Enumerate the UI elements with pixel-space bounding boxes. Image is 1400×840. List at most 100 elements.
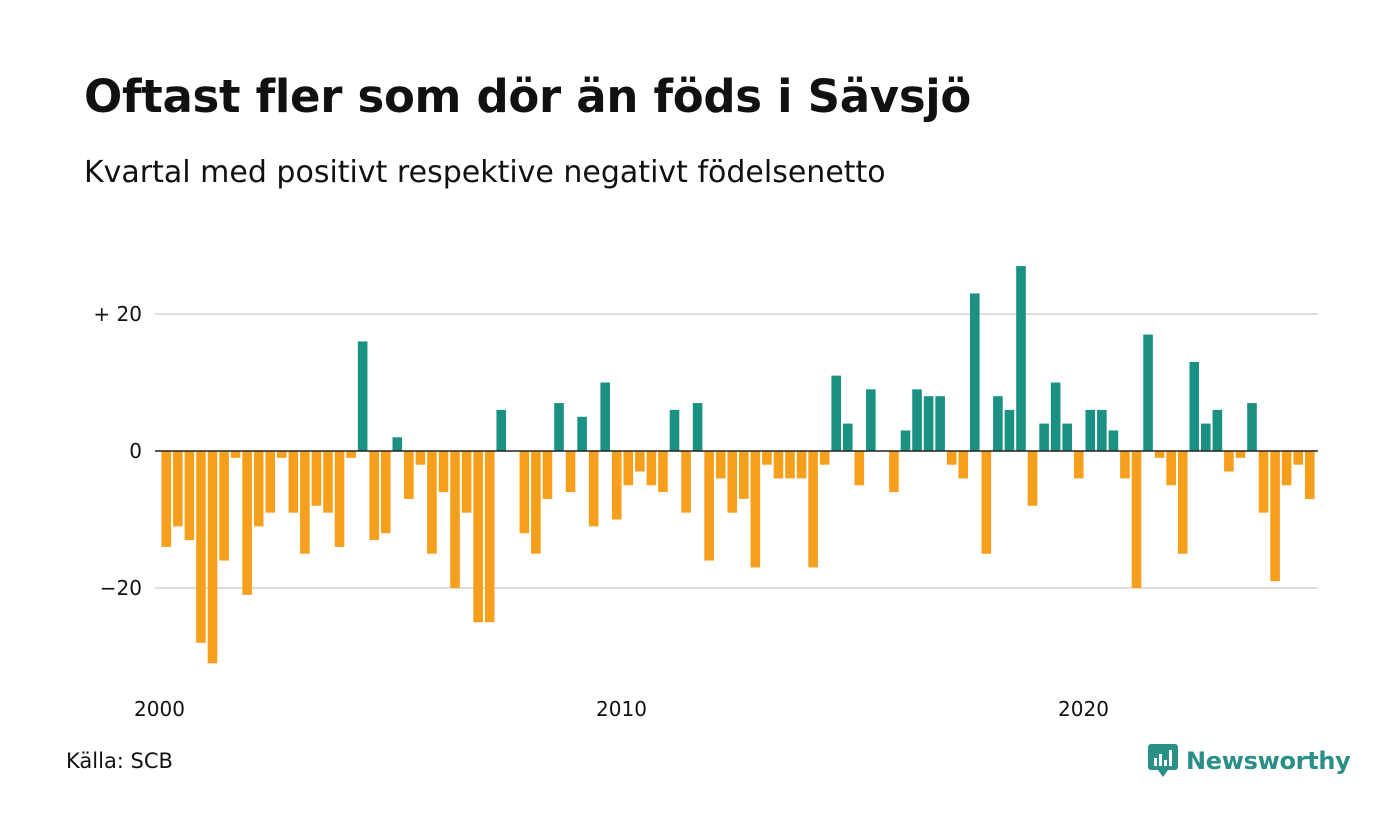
source-note: Källa: SCB: [66, 749, 173, 773]
bar: [715, 451, 726, 479]
brand-logo[interactable]: Newsworthy: [1148, 744, 1351, 778]
bar: [357, 341, 368, 451]
bar: [819, 451, 830, 465]
bar: [727, 451, 738, 513]
bar: [427, 451, 437, 554]
bar: [635, 451, 645, 472]
bar: [323, 451, 333, 513]
bar: [646, 451, 657, 486]
bar: [565, 451, 576, 493]
bar: [311, 451, 322, 506]
bar: [184, 451, 195, 541]
gridlines: [155, 313, 1318, 589]
bar: [739, 451, 749, 499]
x-tick-label: 2010: [596, 697, 647, 721]
bar: [692, 403, 703, 451]
bar: [831, 375, 841, 451]
bar: [461, 451, 472, 513]
bar: [404, 451, 414, 499]
bar: [253, 451, 264, 527]
bar: [704, 451, 714, 561]
bar: [588, 451, 599, 527]
bar: [265, 451, 276, 513]
bar: [866, 389, 876, 451]
bar: [600, 382, 610, 451]
bar: [173, 451, 183, 527]
bar: [796, 451, 807, 479]
bar: [450, 451, 460, 588]
bar: [519, 451, 530, 534]
chart-title: Oftast fler som dör än föds i Sävsjö: [84, 70, 972, 123]
bar: [438, 451, 449, 493]
bar: [923, 396, 934, 451]
bar: [415, 451, 426, 465]
bar: [496, 409, 507, 451]
bar: [1143, 334, 1153, 451]
bar: [531, 451, 541, 554]
bar-chart: + 20 0 −20 2000 2010 2020: [93, 266, 1318, 721]
bar: [611, 451, 622, 520]
bar: [1166, 451, 1176, 486]
bar: [1108, 430, 1119, 451]
bar: [1131, 451, 1142, 588]
brand-name: Newsworthy: [1186, 747, 1351, 775]
bar: [242, 451, 252, 595]
bar: [1281, 451, 1292, 486]
bar: [473, 451, 483, 623]
bar: [785, 451, 795, 479]
bar: [1270, 451, 1280, 582]
bar: [1062, 423, 1072, 451]
bar: [300, 451, 310, 554]
bar: [277, 451, 287, 458]
bar: [773, 451, 784, 479]
bar: [681, 451, 691, 513]
bar: [1039, 423, 1049, 451]
bar: [912, 389, 922, 451]
y-tick-label: 0: [129, 439, 142, 463]
bar: [1085, 409, 1096, 451]
x-tick-label: 2000: [134, 697, 185, 721]
bar: [1016, 266, 1026, 451]
bar: [1154, 451, 1165, 458]
bar: [750, 451, 761, 568]
bar: [1004, 409, 1015, 451]
bar: [161, 451, 172, 547]
y-axis-tick-labels: + 20 0 −20: [93, 302, 142, 600]
chart-subtitle: Kvartal med positivt respektive negativt…: [84, 155, 886, 190]
bar: [1120, 451, 1130, 479]
bar: [334, 451, 345, 547]
bar: [1073, 451, 1084, 479]
x-axis-tick-labels: 2000 2010 2020: [134, 697, 1109, 721]
bar: [1235, 451, 1246, 458]
bar: [369, 451, 379, 541]
bar: [762, 451, 772, 465]
bar: [1097, 409, 1107, 451]
newsworthy-logo-icon: [1148, 744, 1178, 777]
bar: [889, 451, 899, 493]
bar: [392, 437, 403, 451]
bar: [1304, 451, 1315, 499]
bars: [161, 266, 1315, 664]
bar: [1189, 361, 1200, 451]
bar: [484, 451, 495, 623]
bar: [346, 451, 356, 458]
bar: [207, 451, 218, 664]
bar: [842, 423, 853, 451]
bar: [1224, 451, 1234, 472]
bar: [808, 451, 818, 568]
bar: [981, 451, 992, 554]
bar: [380, 451, 391, 534]
bar: [219, 451, 229, 561]
bar: [554, 403, 564, 451]
bar: [1212, 409, 1223, 451]
y-tick-label: −20: [100, 576, 142, 600]
bar: [230, 451, 241, 458]
bar: [1201, 423, 1211, 451]
bar: [900, 430, 911, 451]
bar: [196, 451, 206, 643]
bar: [1177, 451, 1188, 554]
bar: [935, 396, 945, 451]
bar: [970, 293, 980, 451]
bar: [1247, 403, 1257, 451]
bar: [623, 451, 634, 486]
